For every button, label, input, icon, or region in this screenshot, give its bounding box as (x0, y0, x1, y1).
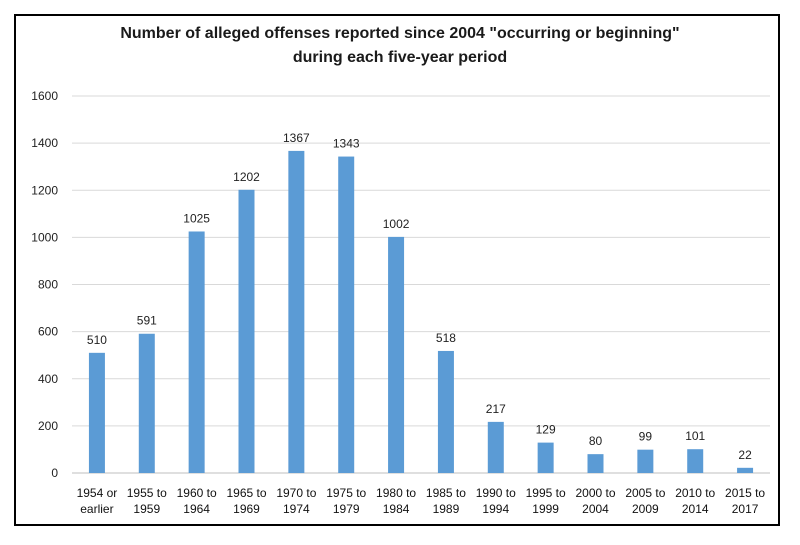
data-label: 1367 (283, 131, 310, 145)
x-tick-label: 1959 (133, 502, 160, 516)
x-tick-label: 1999 (532, 502, 559, 516)
bar (188, 231, 205, 473)
data-labels: 510 591 1025 1202 1367 1343 1002 518 217 129 80 99 1… (87, 131, 752, 462)
bar (687, 449, 704, 473)
y-tick-label: 1600 (31, 89, 58, 103)
gridlines (72, 95, 770, 474)
data-label: 510 (87, 333, 107, 347)
x-tick-label: 2015 to (725, 486, 765, 500)
data-label: 518 (436, 331, 456, 345)
data-label: 1202 (233, 170, 260, 184)
data-label: 1343 (333, 137, 360, 151)
x-axis: 1954 or earlier 1955 to 1959 1960 to 1964 1965… (77, 486, 766, 516)
x-tick-label: 1964 (183, 502, 210, 516)
bar (388, 236, 405, 473)
x-tick-label: 1965 to (226, 486, 266, 500)
bar (338, 156, 355, 474)
data-label: 101 (685, 429, 705, 443)
x-tick-label: 1969 (233, 502, 260, 516)
y-axis: 0 200 400 600 800 1000 1200 1400 1600 (31, 89, 58, 480)
x-tick-label: 2009 (632, 502, 659, 516)
x-tick-label: earlier (80, 502, 113, 516)
x-tick-label: 1954 or (77, 486, 118, 500)
y-tick-label: 1200 (31, 183, 58, 197)
bar (637, 449, 654, 473)
bar (737, 467, 754, 473)
x-tick-label: 1979 (333, 502, 360, 516)
data-label: 99 (639, 430, 653, 444)
x-tick-label: 2004 (582, 502, 609, 516)
bar (537, 442, 554, 473)
y-tick-label: 400 (38, 372, 58, 386)
y-tick-label: 600 (38, 325, 58, 339)
x-tick-label: 1955 to (127, 486, 167, 500)
x-tick-label: 2000 to (575, 486, 615, 500)
data-label: 1025 (183, 211, 210, 225)
y-tick-label: 1400 (31, 136, 58, 150)
x-tick-label: 1994 (482, 502, 509, 516)
x-tick-label: 2010 to (675, 486, 715, 500)
x-tick-label: 2014 (682, 502, 709, 516)
data-label: 22 (738, 448, 752, 462)
data-label: 217 (486, 402, 506, 416)
data-label: 129 (536, 423, 556, 437)
y-tick-label: 1000 (31, 230, 58, 244)
x-tick-label: 2017 (732, 502, 759, 516)
x-tick-label: 1970 to (276, 486, 316, 500)
x-tick-label: 1995 to (526, 486, 566, 500)
bar (587, 454, 604, 473)
y-tick-label: 800 (38, 278, 58, 292)
x-tick-label: 1974 (283, 502, 310, 516)
bar (288, 150, 305, 473)
bar (138, 333, 155, 473)
bar (437, 350, 454, 473)
chart-title-line-1: Number of alleged offenses reported sinc… (120, 25, 680, 42)
x-tick-label: 1975 to (326, 486, 366, 500)
bar (487, 421, 504, 473)
data-label: 80 (589, 434, 603, 448)
x-tick-label: 2005 to (625, 486, 665, 500)
x-tick-label: 1989 (433, 502, 460, 516)
bars (88, 150, 754, 474)
chart-title-line-2: during each five-year period (292, 49, 508, 66)
x-tick-label: 1960 to (177, 486, 217, 500)
data-label: 591 (137, 314, 157, 328)
bar (238, 189, 255, 473)
y-tick-label: 200 (38, 419, 58, 433)
x-tick-label: 1984 (383, 502, 410, 516)
bar (88, 352, 105, 473)
y-tick-label: 0 (51, 466, 58, 480)
chart-title: Number of alleged offenses reported sinc… (0, 22, 800, 70)
x-tick-label: 1985 to (426, 486, 466, 500)
data-label: 1002 (383, 217, 410, 231)
x-tick-label: 1990 to (476, 486, 516, 500)
x-tick-label: 1980 to (376, 486, 416, 500)
